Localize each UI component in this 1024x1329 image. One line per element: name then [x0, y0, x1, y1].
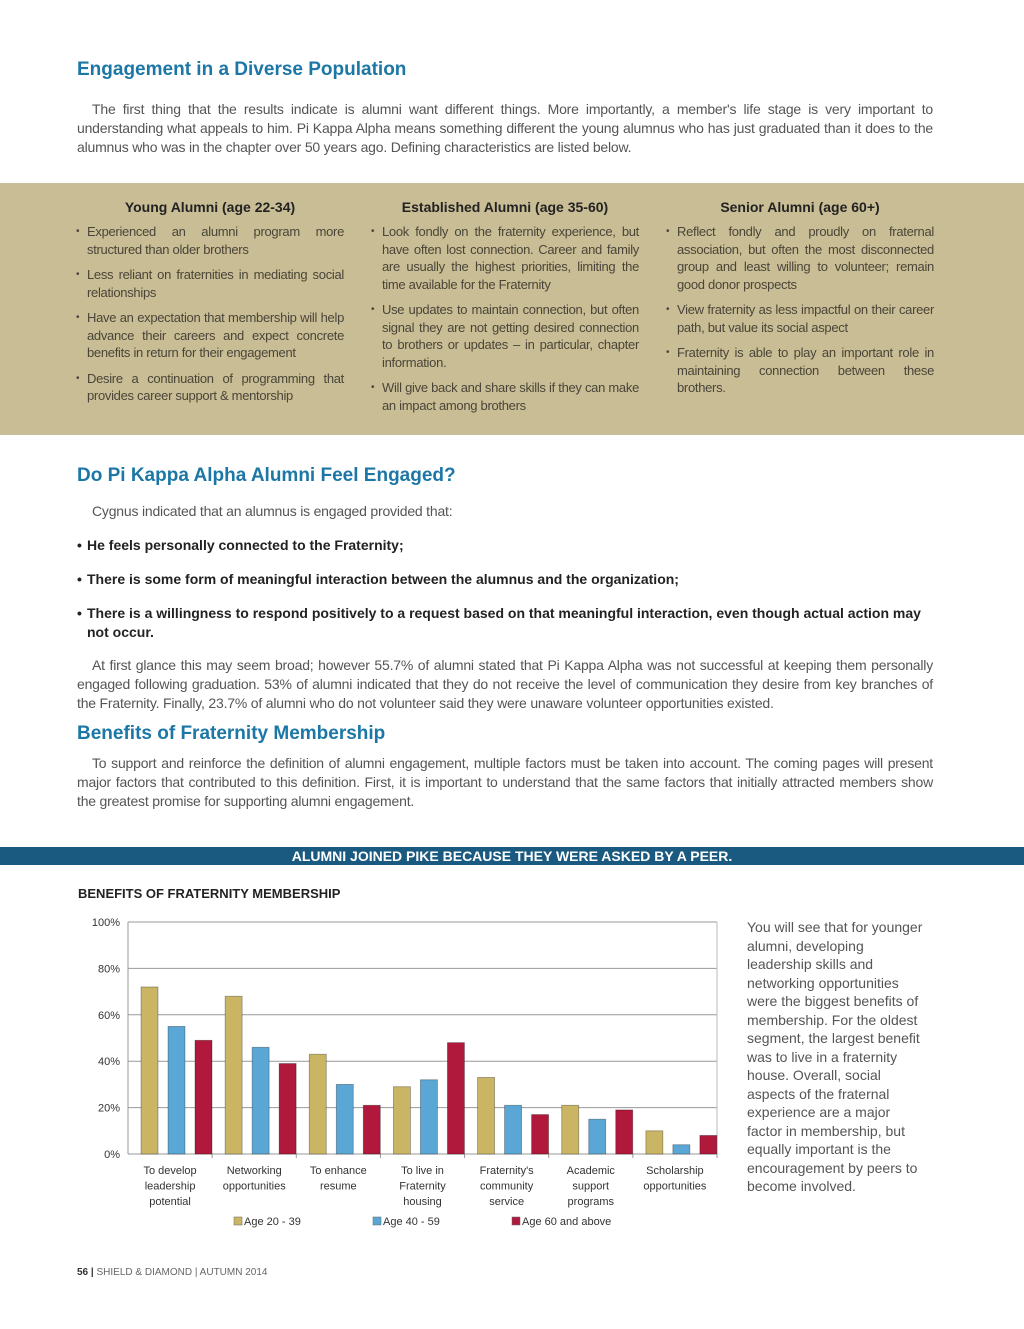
bar-age-20-39 [645, 1130, 664, 1155]
x-category-label: community [480, 1181, 534, 1193]
y-tick-label: 40% [98, 1056, 120, 1068]
column-title: Established Alumni (age 35-60) [401, 199, 609, 215]
chart-commentary: You will see that for younger alumni, de… [747, 919, 923, 1194]
x-category-label: Fraternity [399, 1181, 446, 1193]
x-category-label: opportunities [223, 1181, 286, 1193]
page-number: 56 [77, 1267, 89, 1278]
engagement-criterion: He feels personally connected to the Fra… [77, 536, 937, 555]
x-category-label: programs [568, 1196, 615, 1208]
bar-age-20-39 [561, 1104, 580, 1155]
x-category-label: Fraternity's [480, 1165, 535, 1177]
list-item: Will give back and share skills if they … [371, 379, 639, 414]
list-item: Experienced an alumni program more struc… [76, 223, 344, 258]
y-tick-label: 60% [98, 1010, 120, 1022]
list-item: Desire a continuation of programming tha… [76, 370, 344, 405]
bar-age-40-59 [672, 1144, 691, 1155]
chart-title: BENEFITS OF FRATERNITY MEMBERSHIP [78, 886, 341, 901]
publication-info: SHIELD & DIAMOND | AUTUMN 2014 [96, 1267, 268, 1278]
list-item: View fraternity as less impactful on the… [666, 301, 934, 336]
legend-swatch [233, 1216, 243, 1226]
x-category-label: leadership [145, 1181, 196, 1193]
legend-label: Age 60 and above [522, 1216, 611, 1228]
legend-label: Age 40 - 59 [383, 1216, 440, 1228]
bar-age-60-and-above [362, 1104, 381, 1155]
bar-age-20-39 [140, 986, 159, 1155]
benefits-paragraph: To support and reinforce the definition … [77, 755, 933, 809]
x-category-label: Networking [227, 1165, 282, 1177]
legend-swatch [372, 1216, 382, 1226]
column-title: Young Alumni (age 22-34) [124, 199, 296, 215]
x-category-label: Scholarship [646, 1165, 703, 1177]
y-tick-label: 20% [98, 1103, 120, 1115]
bar-age-20-39 [477, 1077, 495, 1155]
alumni-segments-panel: Young Alumni (age 22-34) Experienced an … [0, 183, 1024, 435]
bar-age-20-39 [393, 1086, 411, 1155]
y-tick-label: 80% [98, 963, 120, 975]
bar-age-40-59 [588, 1118, 607, 1155]
bar-age-40-59 [420, 1079, 438, 1155]
list-item: Look fondly on the fraternity experience… [371, 223, 639, 293]
x-category-label: To enhance [310, 1165, 367, 1177]
intro-paragraph: The first thing that the results indicat… [77, 101, 933, 155]
footer-separator: | [90, 1267, 94, 1278]
x-category-label: support [572, 1181, 609, 1193]
x-category-label: resume [320, 1181, 357, 1193]
engaged-intro: Cygnus indicated that an alumnus is enga… [92, 503, 453, 519]
column-young-alumni: Young Alumni (age 22-34) Experienced an … [76, 199, 344, 413]
list-item: Use updates to maintain connection, but … [371, 301, 639, 371]
bar-age-60-and-above [699, 1135, 718, 1155]
x-category-label: service [489, 1196, 524, 1208]
x-category-label: To develop [143, 1165, 196, 1177]
column-title: Senior Alumni (age 60+) [720, 199, 880, 215]
y-tick-label: 100% [92, 917, 120, 929]
bar-age-40-59 [504, 1104, 522, 1155]
bar-age-60-and-above [278, 1063, 297, 1155]
x-category-label: potential [149, 1196, 191, 1208]
x-category-label: opportunities [643, 1181, 706, 1193]
section-title-engagement: Engagement in a Diverse Population [77, 59, 407, 80]
column-established-alumni: Established Alumni (age 35-60) Look fond… [371, 199, 639, 422]
bar-age-40-59 [335, 1084, 354, 1155]
bar-age-40-59 [251, 1046, 270, 1155]
section-title-benefits: Benefits of Fraternity Membership [77, 723, 386, 744]
bar-age-40-59 [167, 1026, 186, 1155]
list-item: Reflect fondly and proudly on fraternal … [666, 223, 934, 293]
page-footer: 56 | SHIELD & DIAMOND | AUTUMN 2014 [77, 1267, 267, 1278]
bar-age-60-and-above [447, 1042, 465, 1155]
legend-swatch [511, 1216, 521, 1226]
list-item: Fraternity is able to play an important … [666, 344, 934, 397]
list-item: Have an expectation that membership will… [76, 309, 344, 362]
banner: ALUMNI JOINED PIKE BECAUSE THEY WERE ASK… [0, 847, 1024, 865]
y-tick-label: 0% [104, 1149, 120, 1161]
section-title-engaged: Do Pi Kappa Alpha Alumni Feel Engaged? [77, 465, 456, 486]
list-item: Less reliant on fraternities in mediatin… [76, 266, 344, 301]
engagement-criterion: There is some form of meaningful interac… [77, 570, 937, 589]
legend-label: Age 20 - 39 [244, 1216, 301, 1228]
bar-age-20-39 [224, 995, 243, 1155]
x-category-label: housing [403, 1196, 442, 1208]
x-category-label: To live in [401, 1165, 444, 1177]
bar-age-60-and-above [615, 1109, 634, 1155]
x-category-label: Academic [567, 1165, 616, 1177]
engaged-paragraph: At first glance this may seem broad; how… [77, 657, 933, 711]
bar-age-20-39 [308, 1053, 327, 1155]
bar-age-60-and-above [531, 1114, 549, 1155]
column-senior-alumni: Senior Alumni (age 60+) Reflect fondly a… [666, 199, 934, 405]
engagement-criterion: There is a willingness to respond positi… [77, 604, 937, 642]
bar-age-60-and-above [194, 1039, 213, 1155]
